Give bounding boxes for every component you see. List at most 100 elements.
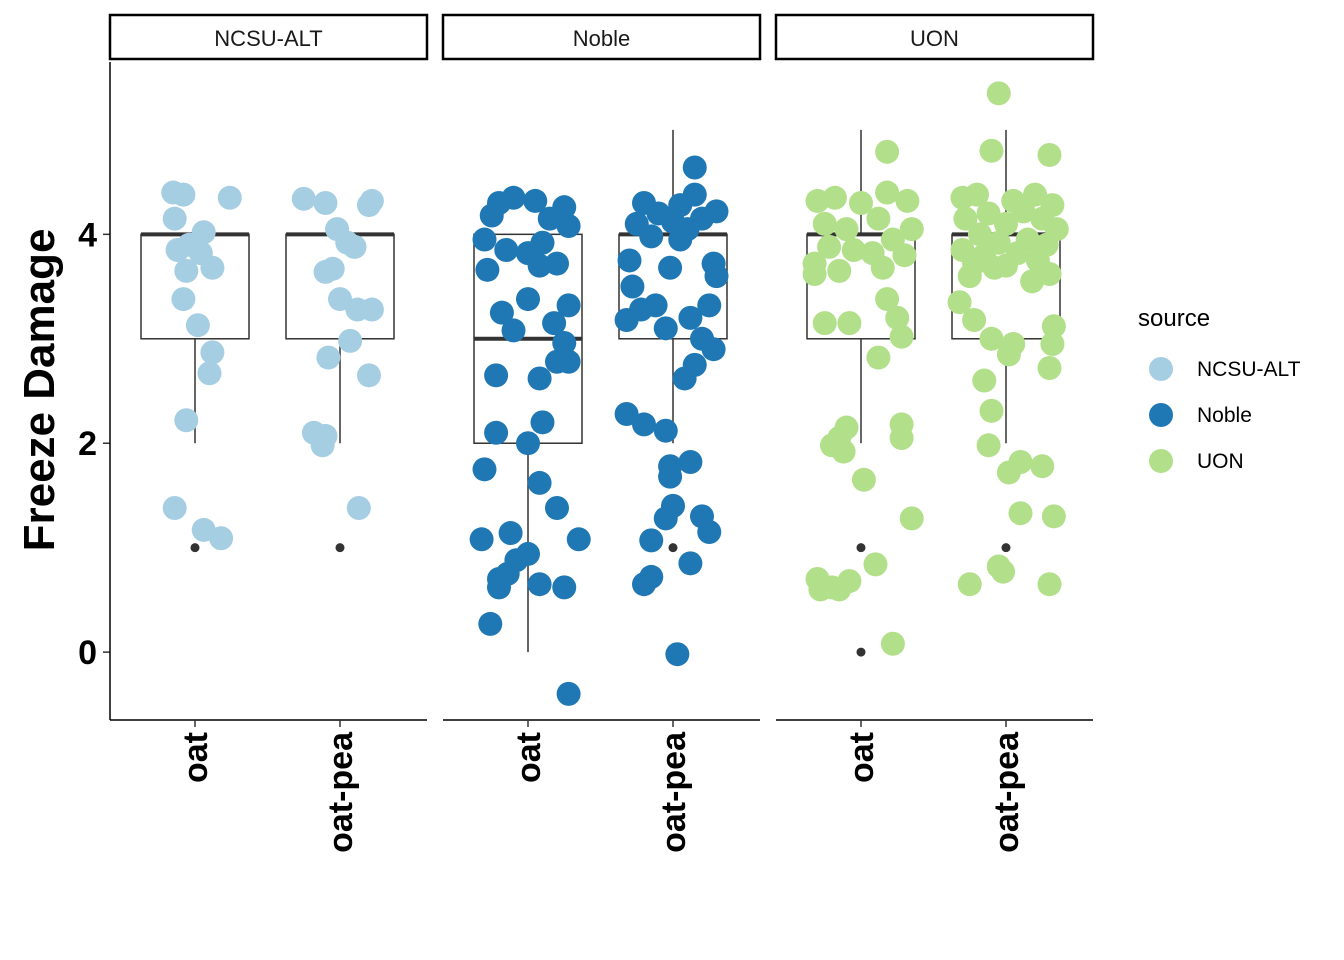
data-point: [947, 290, 972, 315]
data-point: [658, 464, 683, 489]
data-point: [701, 337, 726, 362]
data-point: [316, 345, 341, 370]
y-axis-title: Freeze Damage: [15, 229, 64, 552]
legend-title: source: [1138, 305, 1210, 332]
data-point: [530, 410, 555, 435]
data-point: [822, 185, 847, 210]
data-point: [653, 418, 678, 443]
data-point: [197, 361, 222, 386]
data-point: [357, 363, 381, 388]
data-point: [653, 316, 678, 341]
data-point: [812, 211, 837, 236]
data-point: [527, 470, 552, 495]
data-point: [866, 345, 891, 370]
data-point: [472, 227, 497, 252]
x-tick-label: oat-pea: [655, 731, 693, 853]
data-point: [185, 313, 210, 338]
data-point: [620, 274, 645, 299]
data-point: [697, 520, 722, 544]
data-point: [678, 305, 703, 330]
data-point: [665, 642, 690, 667]
data-point: [976, 433, 1001, 458]
data-point: [469, 527, 494, 552]
x-tick-label: oat: [510, 732, 548, 783]
data-point: [841, 238, 866, 262]
data-point: [808, 577, 833, 602]
facet-panel: NCSU-ALT oat oat-pea: [108, 13, 429, 853]
data-point: [484, 420, 509, 445]
data-point: [639, 224, 664, 249]
data-point: [357, 193, 381, 218]
outlier-point: [668, 543, 678, 553]
data-point: [162, 495, 187, 520]
facet-strip-label: NCSU-ALT: [214, 26, 322, 51]
data-point: [200, 255, 225, 280]
outlier-point: [1001, 543, 1011, 553]
data-point: [1041, 314, 1066, 339]
data-point: [851, 467, 876, 492]
data-point: [472, 457, 497, 482]
data-point: [976, 201, 1001, 226]
y-tick-label: 4: [78, 216, 97, 254]
outlier-point: [335, 543, 345, 553]
data-point: [209, 526, 234, 551]
outlier-point: [856, 543, 866, 553]
data-point: [632, 572, 656, 597]
legend-key: [1149, 357, 1173, 381]
data-point: [542, 311, 567, 336]
x-tick-label: oat: [177, 732, 215, 783]
data-point: [566, 527, 591, 552]
legend-key: [1149, 449, 1173, 473]
data-point: [1008, 501, 1033, 526]
data-point: [653, 506, 678, 531]
data-point: [658, 255, 683, 280]
data-point: [617, 248, 642, 273]
legend-entry: NCSU-ALT: [1149, 357, 1301, 381]
data-point: [487, 575, 511, 600]
legend-label: Noble: [1197, 404, 1252, 427]
data-point: [537, 206, 562, 231]
data-point: [1037, 572, 1062, 597]
data-point: [892, 243, 917, 268]
data-point: [817, 234, 842, 259]
data-point: [1030, 454, 1055, 479]
data-point: [967, 222, 992, 247]
data-point: [697, 293, 722, 318]
data-point: [552, 330, 577, 355]
data-point: [863, 552, 888, 577]
data-point: [1041, 504, 1066, 529]
data-point: [1023, 182, 1047, 207]
data-point: [523, 188, 548, 213]
facet-strip-label: Noble: [573, 26, 630, 51]
data-point: [875, 287, 900, 312]
legend-key: [1149, 403, 1173, 427]
data-point: [827, 258, 852, 283]
data-point: [979, 138, 1004, 163]
data-point: [889, 426, 914, 450]
data-point: [880, 631, 905, 656]
data-point: [672, 366, 697, 391]
data-point: [996, 342, 1021, 367]
y-tick-label: 0: [78, 634, 97, 672]
data-point: [174, 258, 199, 283]
data-point: [342, 234, 367, 259]
data-point: [668, 227, 693, 252]
data-point: [979, 398, 1004, 423]
data-point: [475, 257, 500, 282]
data-point: [501, 318, 526, 343]
data-point: [849, 191, 873, 215]
data-point: [614, 307, 639, 332]
data-point: [639, 528, 664, 553]
facet-strip: [441, 13, 762, 61]
data-point: [632, 412, 656, 437]
data-point: [895, 188, 920, 213]
data-point: [831, 439, 856, 464]
data-point: [827, 577, 852, 602]
data-point: [837, 311, 862, 336]
facet-panels: 0 2 4 NCSU-ALT oat oat-pea Noble oat oat-pea UON o…: [78, 13, 1095, 853]
data-point: [982, 255, 1007, 280]
data-point: [310, 433, 335, 458]
legend-label: NCSU-ALT: [1197, 358, 1301, 381]
data-point: [812, 311, 837, 336]
